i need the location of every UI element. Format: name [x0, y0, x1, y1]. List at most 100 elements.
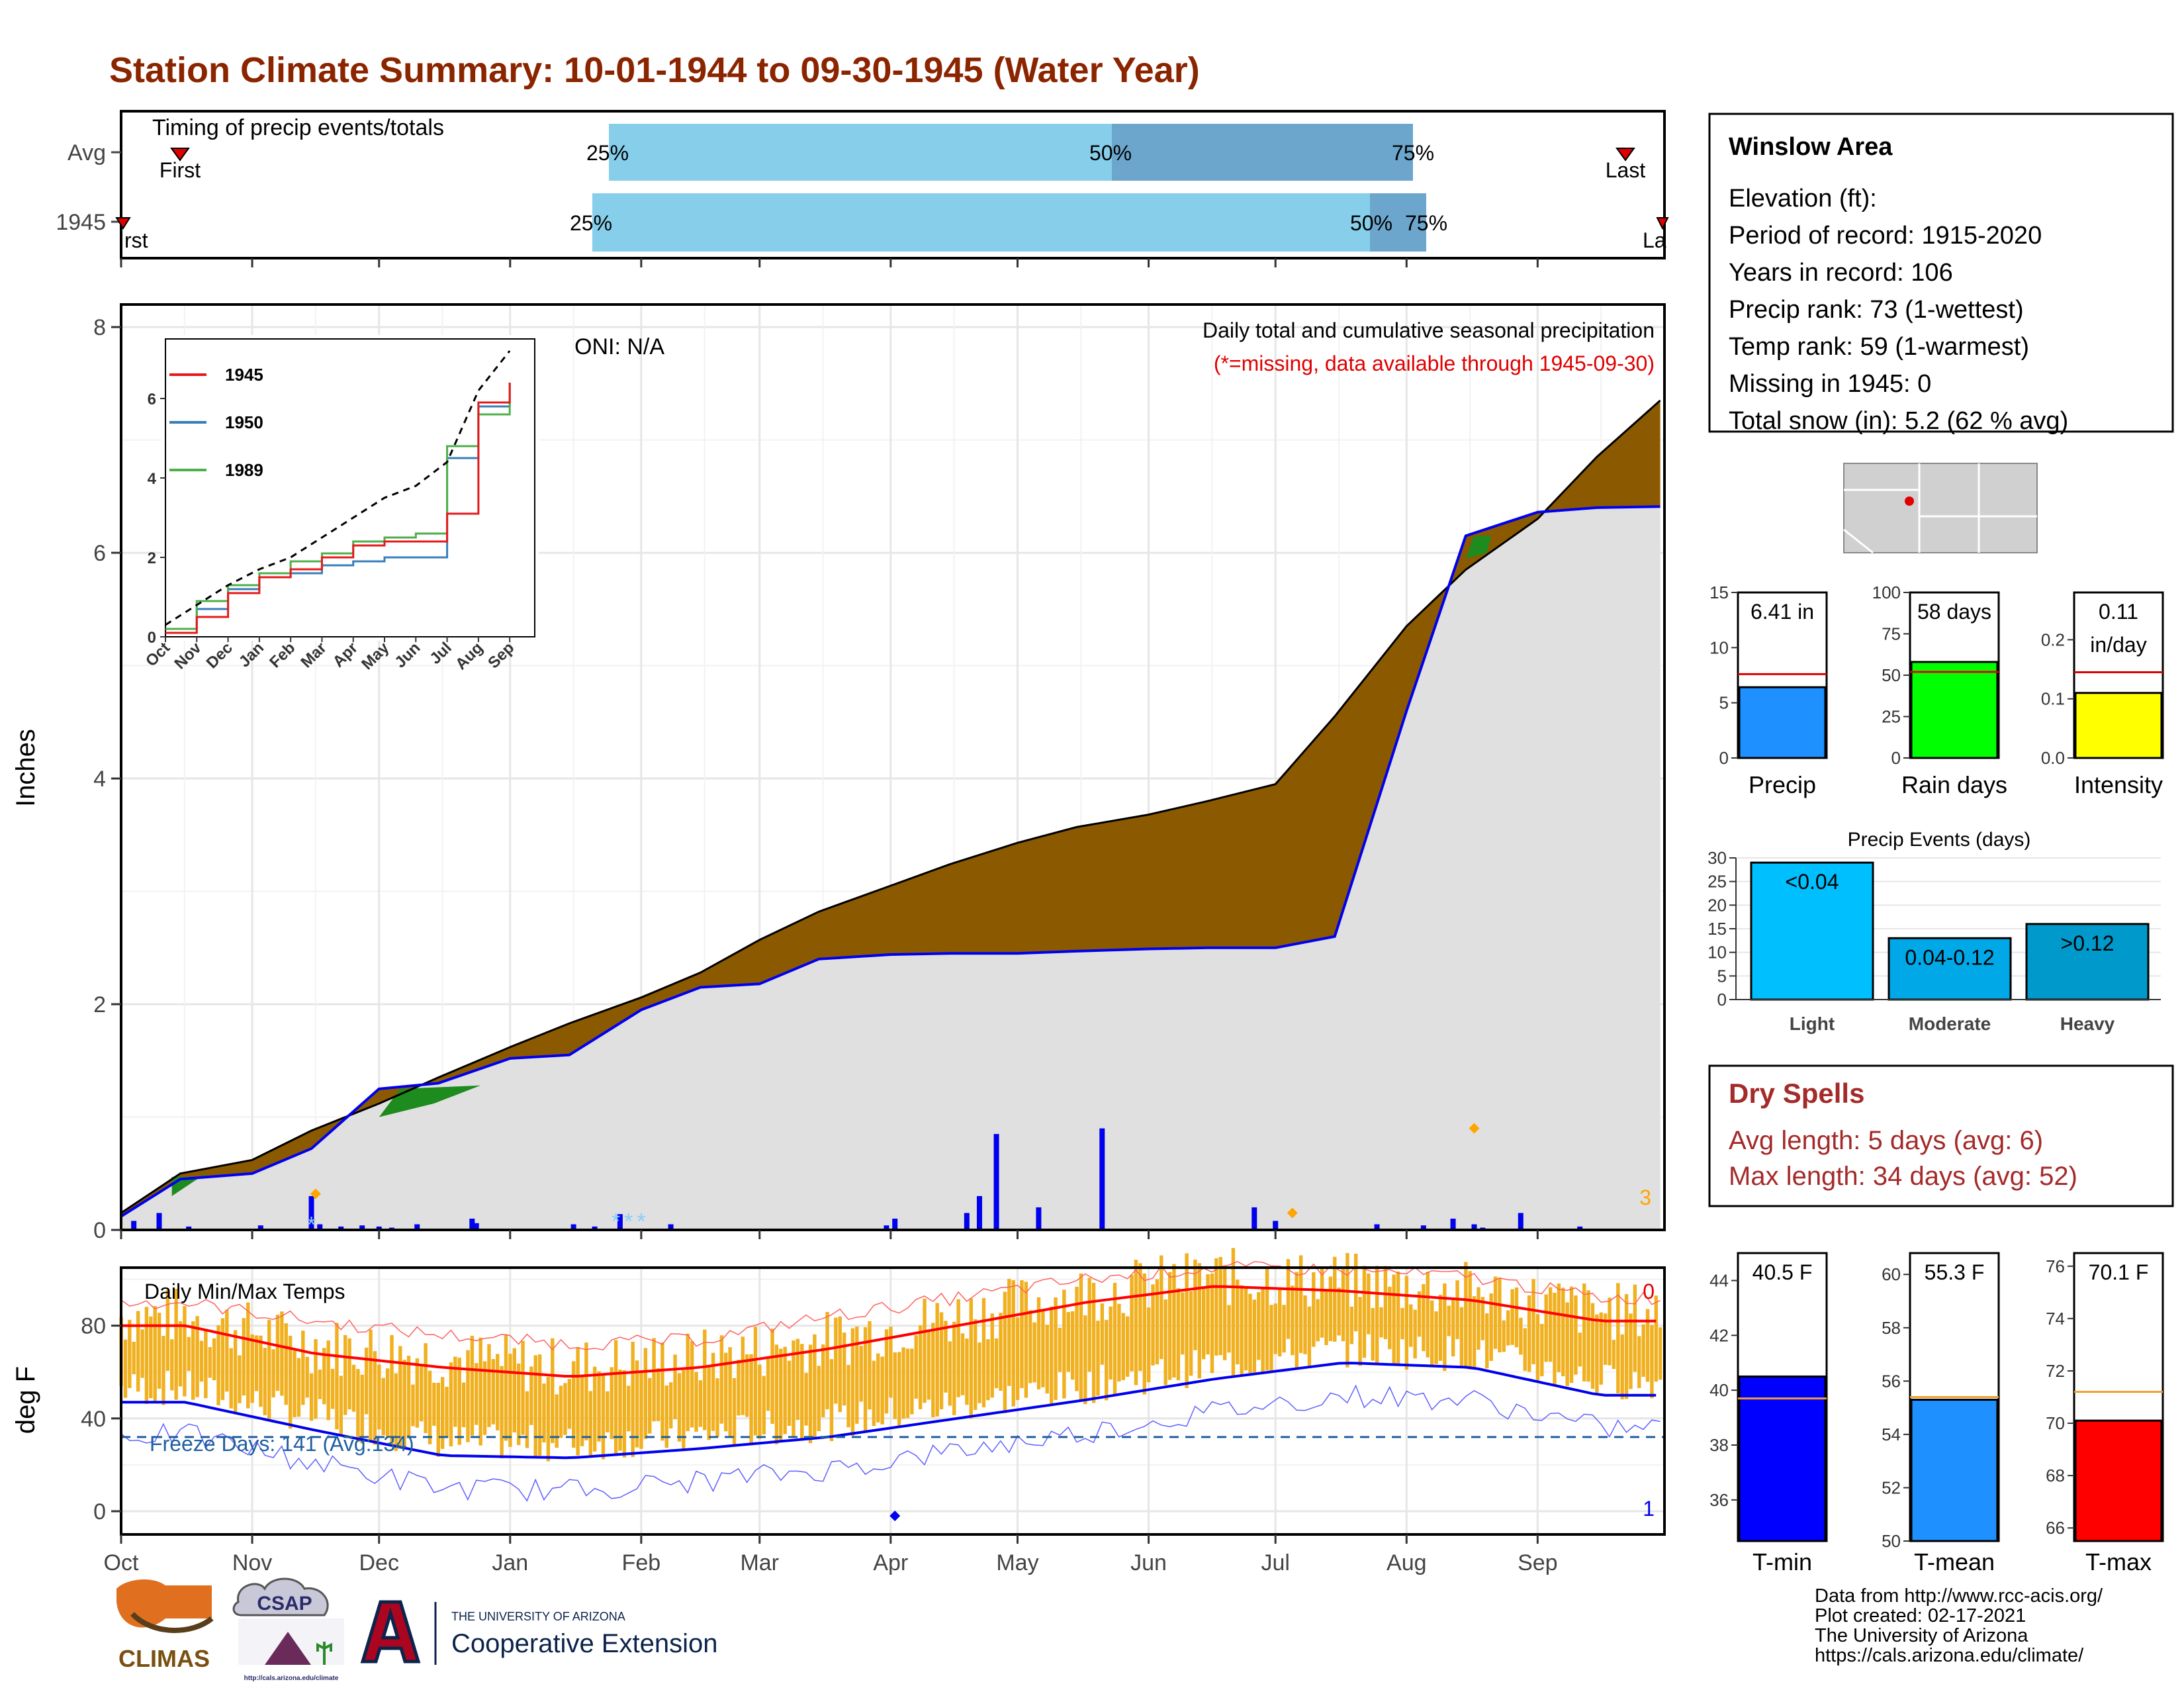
temp-bar-y-tick-label: 50 — [1882, 1531, 1901, 1551]
daily-temp-bar — [263, 1348, 267, 1415]
temp-chart: 0 40 80 Oct Nov Dec Jan Feb Mar Apr May Jun Jul Aug Se… — [11, 1248, 1666, 1575]
daily-temp-bar — [1214, 1258, 1218, 1356]
year-cumulative-line — [120, 505, 1661, 1218]
daily-temp-bar — [935, 1303, 939, 1417]
footer-line: Plot created: 02-17-2021 — [1815, 1605, 2026, 1626]
daily-temp-bar — [1404, 1276, 1409, 1370]
inset-bg — [161, 335, 539, 641]
daily-temp-bar — [884, 1329, 889, 1414]
daily-temp-bar — [1121, 1313, 1126, 1380]
daily-temp-bar — [682, 1370, 686, 1449]
daily-temp-bar — [770, 1329, 774, 1425]
daily-temp-bar — [1417, 1291, 1422, 1337]
avg-q50-label: 50% — [1089, 141, 1132, 165]
mini-bar-y-tick-label: 100 — [1872, 583, 1901, 602]
mini-bar-y-tick-label: 15 — [1709, 583, 1729, 602]
daily-temp-bar — [1409, 1304, 1413, 1347]
daily-temp-bar — [1096, 1321, 1100, 1396]
inset-legend-label: 1950 — [225, 412, 263, 432]
daily-temp-bar — [1113, 1282, 1117, 1395]
dry-spells-avg: Avg length: 5 days (avg: 6) — [1729, 1126, 2043, 1155]
daily-temp-bar — [296, 1358, 301, 1417]
temp-bar-T-max — [2074, 1419, 2163, 1542]
daily-precip-bar — [617, 1214, 623, 1230]
daily-temp-bar — [1345, 1252, 1349, 1368]
daily-temp-bar — [1569, 1286, 1574, 1383]
events-y-tick-label: 25 — [1707, 872, 1727, 892]
daily-temp-bar — [901, 1347, 905, 1419]
daily-temp-bar — [766, 1357, 770, 1411]
daily-temp-bar — [1265, 1267, 1269, 1371]
daily-temp-bar — [1206, 1274, 1210, 1355]
daily-temp-bar — [555, 1394, 559, 1448]
daily-temp-bar — [1659, 1327, 1662, 1380]
daily-precip-bar — [317, 1224, 323, 1230]
daily-temp-bar — [381, 1378, 385, 1436]
station-info-line: Period of record: 1915-2020 — [1729, 222, 2042, 250]
daily-temp-bar — [1624, 1294, 1629, 1399]
dry-spells-max: Max length: 34 days (avg: 52) — [1729, 1162, 2077, 1191]
daily-temp-bar — [457, 1357, 461, 1445]
daily-temp-bar — [1426, 1272, 1430, 1358]
daily-temp-bar — [1282, 1305, 1286, 1353]
daily-temp-bar — [1087, 1278, 1091, 1372]
daily-temp-bar — [275, 1315, 280, 1391]
daily-temp-bar — [402, 1360, 406, 1449]
daily-temp-bar — [690, 1341, 694, 1428]
station-info-line: Years in record: 106 — [1729, 259, 1953, 287]
daily-temp-bar — [546, 1377, 551, 1462]
daily-temp-bar — [652, 1338, 656, 1422]
daily-temp-bar — [436, 1382, 440, 1457]
events-bar-Moderate — [1888, 937, 2012, 1001]
daily-temp-bar — [377, 1364, 381, 1430]
temp-panel-label: Daily Min/Max Temps — [144, 1280, 345, 1303]
daily-temp-bar — [1286, 1259, 1291, 1339]
mini-bar-value: 58 days — [1917, 600, 1991, 624]
daily-temp-bar — [1620, 1334, 1624, 1399]
temp-bar-y-tick-label: 66 — [2046, 1518, 2065, 1538]
year-q25-q50-bar — [592, 193, 1373, 252]
footer: Data from http://www.rcc-acis.org/Plot c… — [116, 1577, 2103, 1682]
csap-cloud — [232, 1577, 329, 1617]
daily-temp-bar — [893, 1352, 897, 1419]
daily-temp-bar — [212, 1338, 216, 1381]
daily-temp-bar — [1641, 1324, 1645, 1378]
snow-marker: * — [612, 1209, 620, 1234]
daily-temp-bar — [432, 1382, 436, 1426]
daily-temp-bar — [1548, 1287, 1553, 1362]
daily-temp-bar — [618, 1370, 622, 1451]
daily-temp-bar — [1328, 1276, 1333, 1341]
daily-temp-bar — [157, 1313, 161, 1389]
daily-temp-bar — [1578, 1333, 1582, 1367]
daily-precip-bar — [884, 1225, 889, 1230]
daily-temp-bar — [199, 1340, 204, 1382]
events-category: Light — [1790, 1013, 1835, 1034]
heavy-event-marker — [1469, 1123, 1480, 1134]
daily-temp-bar — [1362, 1266, 1367, 1358]
daily-temp-bar — [1201, 1288, 1206, 1360]
daily-temp-bar — [343, 1335, 347, 1415]
daily-temp-bar — [1066, 1311, 1070, 1372]
daily-temp-bar — [741, 1336, 745, 1415]
daily-precip-bar — [964, 1213, 970, 1230]
record-low-line — [120, 1384, 1661, 1502]
daily-temp-bar — [834, 1317, 838, 1404]
daily-temp-bar — [1151, 1284, 1155, 1366]
station-info-line: Missing in 1945: 0 — [1729, 370, 1931, 398]
daily-temp-bar — [1142, 1273, 1146, 1395]
daily-temp-bar — [905, 1348, 910, 1419]
daily-temp-bar — [1383, 1266, 1388, 1340]
daily-temp-bar — [318, 1370, 322, 1399]
daily-temp-bar — [1590, 1303, 1595, 1389]
dry-spells-title: Dry Spells — [1729, 1078, 1864, 1109]
daily-temp-bar — [1498, 1277, 1502, 1353]
daily-temp-bar — [580, 1376, 584, 1446]
daily-temp-bar — [889, 1327, 893, 1398]
daily-temp-bar — [1493, 1276, 1498, 1349]
mini-bar-y-tick-label: 75 — [1882, 624, 1901, 644]
daily-temp-bar — [1020, 1280, 1024, 1388]
daily-temp-bar — [1240, 1285, 1244, 1375]
daily-precip-bar — [1518, 1213, 1524, 1230]
daily-temp-bar — [1028, 1310, 1032, 1383]
daily-temp-bar — [271, 1349, 275, 1398]
